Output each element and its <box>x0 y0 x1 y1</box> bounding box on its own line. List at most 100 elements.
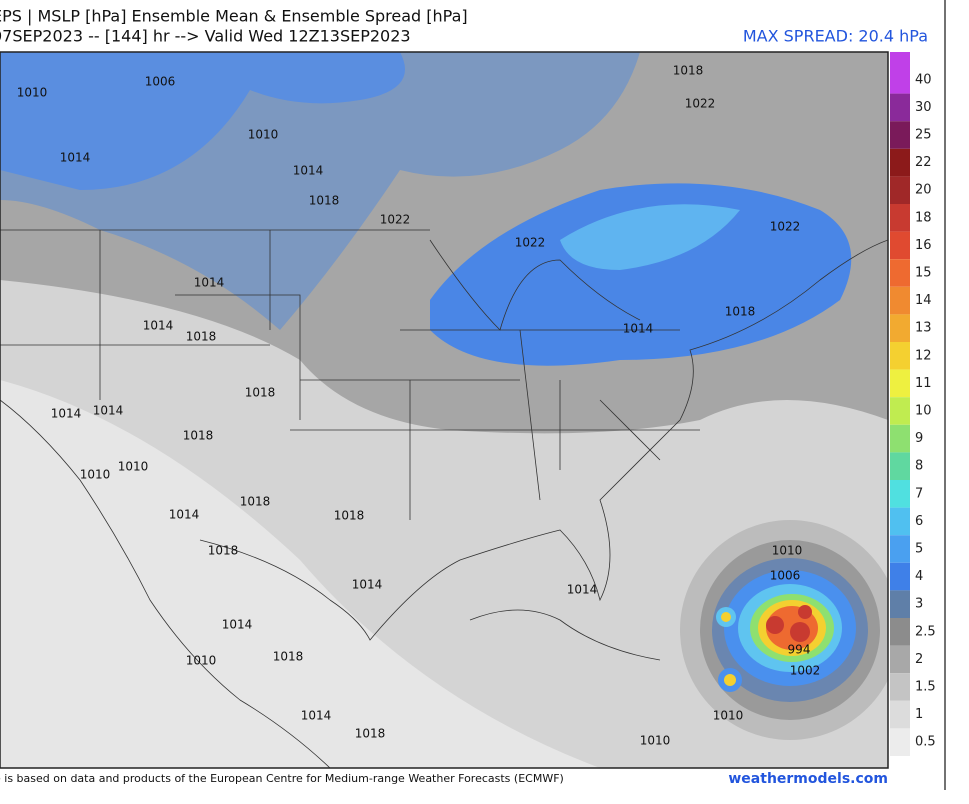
isobar-label: 1014 <box>194 276 225 290</box>
colorbar-label: 7 <box>915 486 923 501</box>
max-spread: MAX SPREAD: 20.4 hPa <box>743 27 928 46</box>
isobar-label: 1022 <box>380 213 411 227</box>
isobar-label: 1010 <box>17 86 48 100</box>
isobar-label: 1018 <box>725 305 756 319</box>
isobar-label: 1014 <box>51 407 82 421</box>
colorbar-label: 1.5 <box>915 680 936 695</box>
isobar-label: 1014 <box>60 151 91 165</box>
colorbar-band <box>890 673 910 701</box>
colorbar-label: 12 <box>915 348 932 363</box>
colorbar-band <box>890 452 910 480</box>
isobar-label: 1018 <box>309 194 340 208</box>
colorbar-band <box>890 93 910 122</box>
isobar-label: 1014 <box>301 709 332 723</box>
title: EPS | MSLP [hPa] Ensemble Mean & Ensembl… <box>0 7 468 26</box>
isobar-label: 1010 <box>772 544 803 558</box>
isobar-label: 1014 <box>567 583 598 597</box>
colorbar-band <box>890 148 910 177</box>
colorbar-band <box>890 66 910 94</box>
isobar-label: 1022 <box>515 236 546 250</box>
isobar-label: 1018 <box>208 544 239 558</box>
colorbar-band <box>890 645 910 674</box>
isobar-label: 1010 <box>640 734 671 748</box>
isobar-label: 1010 <box>186 654 217 668</box>
credit: e is based on data and products of the E… <box>0 772 564 785</box>
colorbar-band <box>890 590 910 618</box>
isobar-label: 1010 <box>713 709 744 723</box>
colorbar-label: 11 <box>915 376 932 391</box>
colorbar-label: 9 <box>915 431 923 446</box>
map: 1010 1006 1010 1014 1014 1018 1022 1022 1018 1022… <box>0 52 888 768</box>
isobar-label: 1014 <box>169 508 200 522</box>
isobar-label: 1018 <box>183 429 214 443</box>
colorbar-band <box>890 728 910 756</box>
colorbar-label: 5 <box>915 542 923 557</box>
isobar-label: 1014 <box>222 618 253 632</box>
isobar-labels: 1010 1006 1010 1014 1014 1018 1022 1022 1018 1022… <box>17 64 821 748</box>
colorbar-band <box>890 204 910 232</box>
colorbar-band <box>890 286 910 315</box>
isobar-label: 1014 <box>93 404 124 418</box>
colorbar-label: 16 <box>915 238 932 253</box>
colorbar-band <box>890 480 910 508</box>
isobar-label: 1010 <box>80 468 111 482</box>
colorbar-label: 22 <box>915 155 932 170</box>
colorbar-band <box>890 342 910 370</box>
colorbar-label: 20 <box>915 183 932 198</box>
colorbar-label: 4 <box>915 569 923 584</box>
isobar-label: 1018 <box>186 330 217 344</box>
colorbar-label: 3 <box>915 597 923 612</box>
colorbar-cap <box>890 52 910 66</box>
isobar-label: 1018 <box>355 727 386 741</box>
isobar-label: 1014 <box>143 319 174 333</box>
colorbar-label: 25 <box>915 128 932 143</box>
colorbar-label: 2.5 <box>915 624 936 639</box>
isobar-label: 1022 <box>685 97 716 111</box>
colorbar-label: 10 <box>915 404 932 419</box>
colorbar-label: 0.5 <box>915 735 936 750</box>
isobar-label: 1018 <box>273 650 304 664</box>
colorbar-label: 40 <box>915 72 932 87</box>
colorbar-band <box>890 700 910 729</box>
colorbar-band <box>890 562 910 591</box>
colorbar-band <box>890 369 910 398</box>
isobar-label: 1006 <box>770 569 801 583</box>
colorbar-label: 18 <box>915 210 932 225</box>
colorbar-label: 13 <box>915 321 932 336</box>
colorbar-band <box>890 535 910 563</box>
colorbar-band <box>890 507 910 536</box>
colorbar-label: 1 <box>915 707 923 722</box>
colorbar: 40 30 25 22 20 18 16 15 14 13 12 11 10 9 8 7 6 5 4 3 2.5 2 1.5… <box>890 52 936 756</box>
isobar-label: 994 <box>788 643 811 657</box>
isobar-label: 1014 <box>623 322 654 336</box>
isobar-label: 1018 <box>245 386 276 400</box>
colorbar-label: 14 <box>915 293 932 308</box>
colorbar-band <box>890 618 910 646</box>
colorbar-band <box>890 121 910 149</box>
colorbar-band <box>890 259 910 287</box>
isobar-label: 1018 <box>673 64 704 78</box>
isobar-label: 1014 <box>352 578 383 592</box>
colorbar-band <box>890 314 910 342</box>
colorbar-band <box>890 424 910 453</box>
colorbar-band <box>890 176 910 204</box>
isobar-label: 1018 <box>334 509 365 523</box>
isobar-label: 1010 <box>118 460 149 474</box>
isobar-label: 1014 <box>293 164 324 178</box>
isobar-label: 1002 <box>790 664 821 678</box>
colorbar-label: 8 <box>915 459 923 474</box>
site: weathermodels.com <box>728 771 888 787</box>
isobar-label: 1006 <box>145 75 176 89</box>
colorbar-label: 30 <box>915 100 932 115</box>
colorbar-label: 6 <box>915 514 923 529</box>
colorbar-label: 15 <box>915 266 932 281</box>
colorbar-label: 2 <box>915 652 923 667</box>
isobar-label: 1022 <box>770 220 801 234</box>
colorbar-band <box>890 231 910 260</box>
subtitle: 07SEP2023 -- [144] hr --> Valid Wed 12Z1… <box>0 27 411 46</box>
colorbar-band <box>890 397 910 425</box>
isobar-label: 1010 <box>248 128 279 142</box>
isobar-label: 1018 <box>240 495 271 509</box>
